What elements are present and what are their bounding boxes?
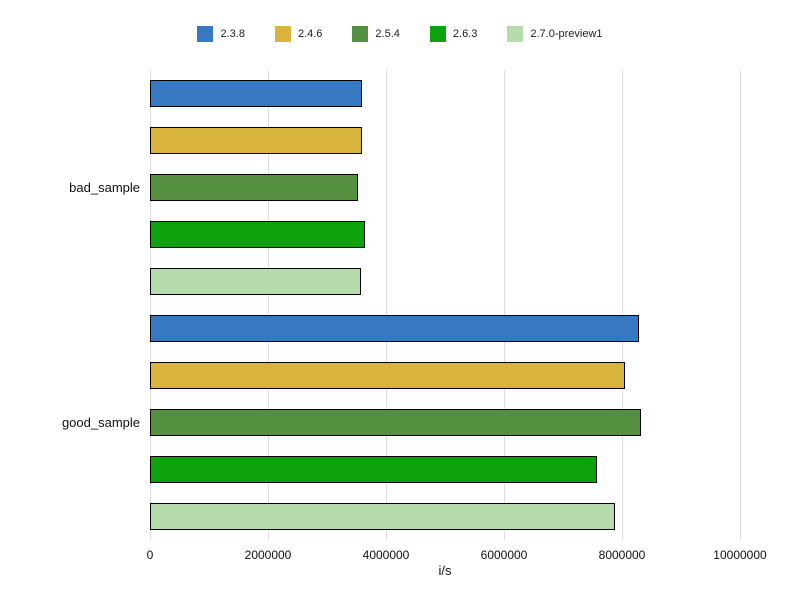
grid-line (386, 70, 387, 540)
grid-line (622, 70, 623, 540)
legend-swatch (274, 26, 291, 42)
legend-label: 2.5.4 (375, 28, 400, 40)
bar (150, 503, 615, 530)
category-label: bad_sample (69, 179, 140, 195)
legend-item: 2.3.8 (197, 26, 245, 42)
x-tick-label: 10000000 (713, 548, 767, 562)
grid-line (268, 70, 269, 540)
legend-label: 2.7.0-preview1 (530, 28, 603, 40)
x-tick-label: 2000000 (244, 548, 292, 562)
legend-swatch (197, 26, 214, 42)
legend-item: 2.5.4 (352, 26, 400, 42)
x-tick-label: 4000000 (362, 548, 410, 562)
bar (150, 80, 363, 107)
legend-swatch (429, 26, 446, 42)
legend-swatch (352, 26, 369, 42)
bar (150, 174, 359, 201)
category-label: good_sample (61, 414, 140, 430)
legend-label: 2.4.6 (297, 28, 323, 40)
legend-label: 2.3.8 (220, 28, 245, 40)
chart-legend: 2.3.8 2.4.6 2.5.4 2.6.3 2.7.0-preview1 (0, 26, 800, 42)
x-tick-label: 8000000 (598, 548, 646, 562)
bar (150, 221, 366, 248)
legend-label: 2.6.3 (452, 28, 478, 40)
legend-item: 2.6.3 (429, 26, 478, 42)
grid-line (740, 70, 741, 540)
bar (150, 362, 625, 389)
x-axis-title: i/s (438, 563, 452, 578)
bar (150, 409, 642, 436)
grid-line (150, 70, 151, 540)
bar (150, 315, 639, 342)
grid-line (504, 70, 505, 540)
legend-item: 2.4.6 (274, 26, 323, 42)
legend-item: 2.7.0-preview1 (507, 26, 603, 42)
bar (150, 456, 597, 483)
bar (150, 127, 363, 154)
plot-area: 0 2000000 4000000 6000000 8000000 10000000 (147, 70, 767, 562)
bar (150, 268, 361, 295)
x-tick-label: 6000000 (480, 548, 528, 562)
x-tick-label: 0 (146, 548, 154, 562)
legend-swatch (507, 26, 524, 42)
